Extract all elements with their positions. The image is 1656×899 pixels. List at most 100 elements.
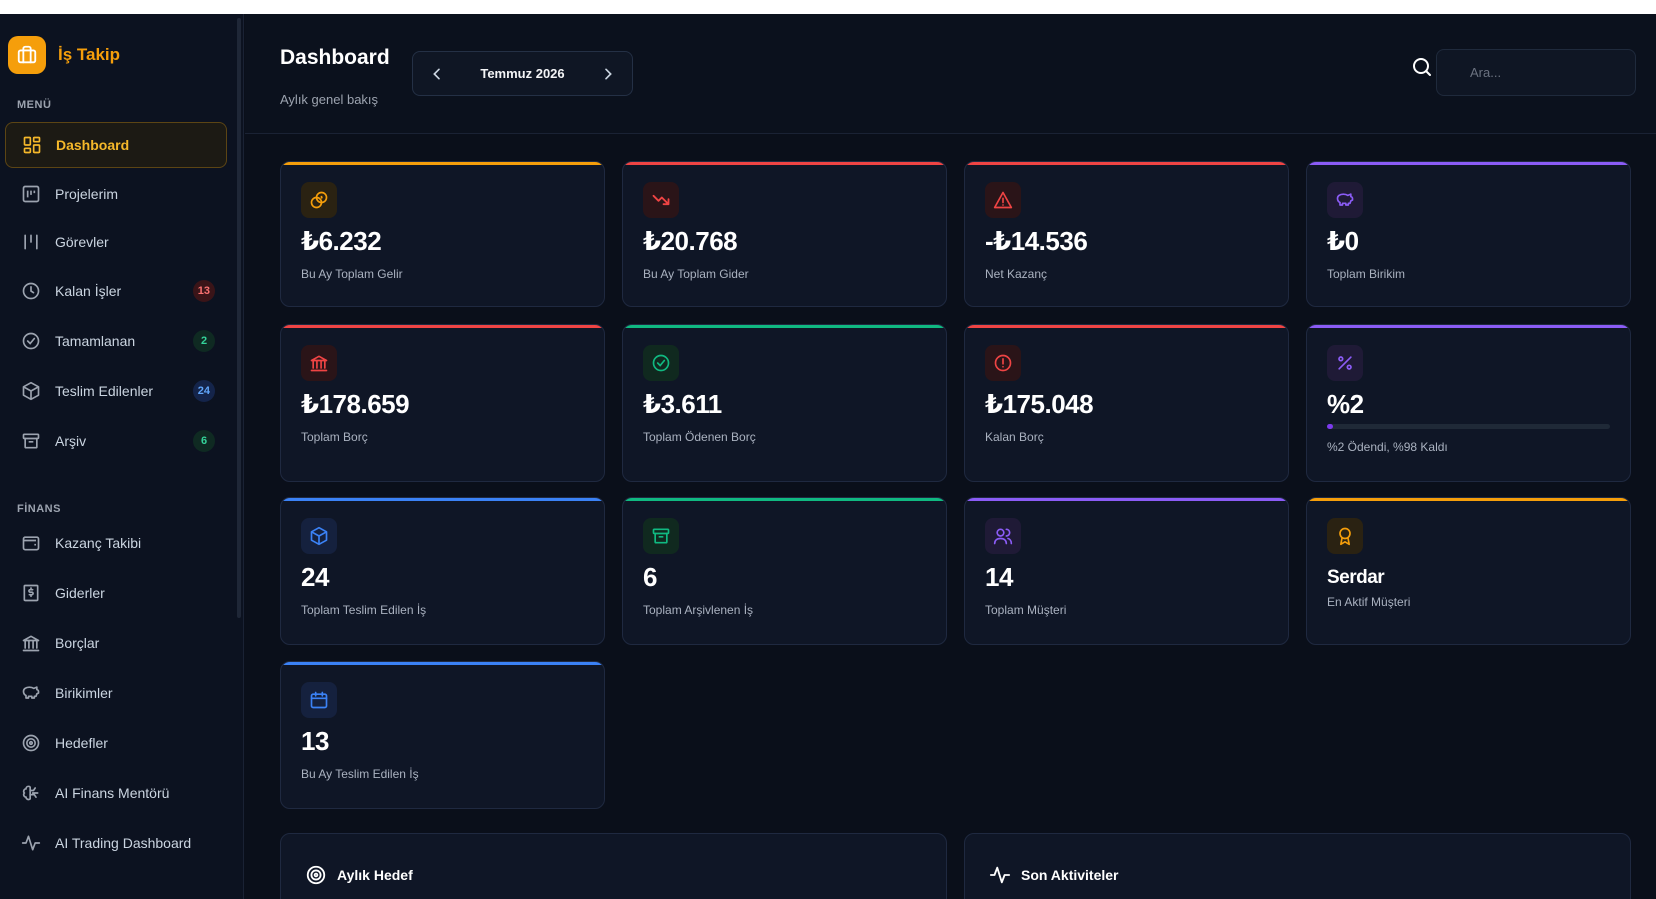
panel-title: Aylık Hedef <box>305 864 413 886</box>
sidebar-item-giderler[interactable]: Giderler <box>5 570 227 616</box>
current-month: Temmuz 2026 <box>480 66 565 81</box>
piggy-bank-icon <box>1327 182 1363 218</box>
sidebar-item-label: Kazanç Takibi <box>55 535 142 551</box>
panel-title-text: Aylık Hedef <box>337 867 413 883</box>
sidebar-item-label: Giderler <box>55 585 105 601</box>
sidebar-item-borclar[interactable]: Borçlar <box>5 620 227 666</box>
stat-value: ₺3.611 <box>643 389 722 419</box>
sidebar-item-label: Hedefler <box>55 735 108 751</box>
sidebar-item-dashboard[interactable]: Dashboard <box>5 122 227 168</box>
sidebar-item-label: Projelerim <box>55 186 119 202</box>
stat-card-monthly-delivered: 13 Bu Ay Teslim Edilen İş <box>280 661 605 809</box>
stat-value: ₺0 <box>1327 226 1359 256</box>
target-icon <box>19 731 43 755</box>
page-header: Dashboard Aylık genel bakış Temmuz 2026 <box>245 14 1656 134</box>
stat-value: ₺175.048 <box>985 389 1094 419</box>
alert-circle-icon <box>985 345 1021 381</box>
sidebar-item-kazanc-takibi[interactable]: Kazanç Takibi <box>5 520 227 566</box>
chevron-right-icon[interactable] <box>596 62 620 86</box>
card-accent-bar <box>281 662 604 665</box>
stat-card-total-debt: ₺178.659 Toplam Borç <box>280 324 605 482</box>
debt-progress-fill <box>1327 424 1333 429</box>
sidebar-item-kalan-isler[interactable]: Kalan İşler 13 <box>5 268 227 314</box>
sidebar-item-arsiv[interactable]: Arşiv 6 <box>5 418 227 464</box>
app-name: İş Takip <box>58 45 121 64</box>
percent-icon <box>1327 345 1363 381</box>
chevron-left-icon[interactable] <box>425 62 449 86</box>
month-selector: Temmuz 2026 <box>412 51 633 96</box>
stat-value: %2 <box>1327 389 1364 419</box>
award-icon <box>1327 518 1363 554</box>
calendar-icon <box>301 682 337 718</box>
activity-icon <box>19 831 43 855</box>
sidebar-item-label: Arşiv <box>55 433 87 449</box>
sidebar-scrollbar[interactable] <box>237 18 241 618</box>
card-accent-bar <box>281 162 604 165</box>
stat-label: Bu Ay Toplam Gider <box>643 267 749 281</box>
count-badge: 24 <box>192 380 215 402</box>
card-accent-bar <box>1307 162 1630 165</box>
sidebar-item-teslim-edilenler[interactable]: Teslim Edilenler 24 <box>5 368 227 414</box>
brain-icon <box>19 781 43 805</box>
sidebar-item-tamamlanan[interactable]: Tamamlanan 2 <box>5 318 227 364</box>
card-accent-bar <box>1307 498 1630 501</box>
archive-icon <box>19 429 43 453</box>
archive-icon <box>643 518 679 554</box>
panel-title: Son Aktiviteler <box>989 864 1119 886</box>
stat-label: Net Kazanç <box>985 267 1048 281</box>
browser-top-strip <box>0 0 1656 14</box>
sidebar-item-label: Borçlar <box>55 635 100 651</box>
stat-label: En Aktif Müşteri <box>1327 595 1411 609</box>
box-icon <box>19 379 43 403</box>
stat-label: Kalan Borç <box>985 430 1044 444</box>
sidebar-item-projelerim[interactable]: Projelerim <box>5 171 227 217</box>
clock-icon <box>19 279 43 303</box>
card-accent-bar <box>1307 325 1630 328</box>
stat-card-paid-debt: ₺3.611 Toplam Ödenen Borç <box>622 324 947 482</box>
columns-icon <box>19 230 43 254</box>
section-label-finans: FİNANS <box>17 503 61 515</box>
sidebar-item-ai-finans-mentoru[interactable]: AI Finans Mentörü <box>5 770 227 816</box>
stat-label: Bu Ay Toplam Gelir <box>301 267 403 281</box>
sidebar-item-gorevler[interactable]: Görevler <box>5 219 227 265</box>
stat-card-monthly-income: ₺6.232 Bu Ay Toplam Gelir <box>280 161 605 307</box>
sidebar-item-label: Tamamlanan <box>55 333 136 349</box>
briefcase-icon <box>8 36 46 74</box>
sidebar-item-label: Dashboard <box>56 137 130 153</box>
stat-label: Toplam Borç <box>301 430 368 444</box>
stat-label: Toplam Müşteri <box>985 603 1067 617</box>
sidebar: İş Takip MENÜ Dashboard Projelerim Görev… <box>0 14 244 899</box>
stat-value: Serdar <box>1327 567 1385 588</box>
kanban-icon <box>19 182 43 206</box>
grid-icon <box>20 133 44 157</box>
search-icon[interactable] <box>1410 55 1438 83</box>
sidebar-item-label: Birikimler <box>55 685 113 701</box>
page-title: Dashboard <box>280 46 390 69</box>
card-accent-bar <box>623 162 946 165</box>
sidebar-item-ai-trading-dashboard[interactable]: AI Trading Dashboard <box>5 820 227 866</box>
stat-label: %2 Ödendi, %98 Kaldı <box>1327 440 1448 454</box>
stat-value: ₺178.659 <box>301 389 410 419</box>
panel-monthly-goal: Aylık Hedef <box>280 833 947 899</box>
sidebar-item-label: Görevler <box>55 234 109 250</box>
sidebar-item-birikimler[interactable]: Birikimler <box>5 670 227 716</box>
sidebar-item-hedefler[interactable]: Hedefler <box>5 720 227 766</box>
search-input[interactable] <box>1436 49 1636 96</box>
card-accent-bar <box>623 325 946 328</box>
stat-label: Bu Ay Teslim Edilen İş <box>301 767 419 781</box>
section-label-menu: MENÜ <box>17 99 52 111</box>
card-accent-bar <box>281 498 604 501</box>
users-icon <box>985 518 1021 554</box>
stat-value: -₺14.536 <box>985 226 1088 256</box>
panel-recent-activities: Son Aktiviteler <box>964 833 1631 899</box>
stat-card-debt-progress: %2 %2 Ödendi, %98 Kaldı <box>1306 324 1631 482</box>
stat-card-delivered-jobs: 24 Toplam Teslim Edilen İş <box>280 497 605 645</box>
stat-label: Toplam Birikim <box>1327 267 1406 281</box>
stat-card-archived-jobs: 6 Toplam Arşivlenen İş <box>622 497 947 645</box>
sidebar-item-label: AI Finans Mentörü <box>55 785 170 801</box>
stat-label: Toplam Teslim Edilen İş <box>301 603 427 617</box>
check-circle-icon <box>643 345 679 381</box>
stat-card-total-customers: 14 Toplam Müşteri <box>964 497 1289 645</box>
count-badge: 2 <box>193 330 215 352</box>
brand[interactable]: İş Takip <box>8 36 120 74</box>
